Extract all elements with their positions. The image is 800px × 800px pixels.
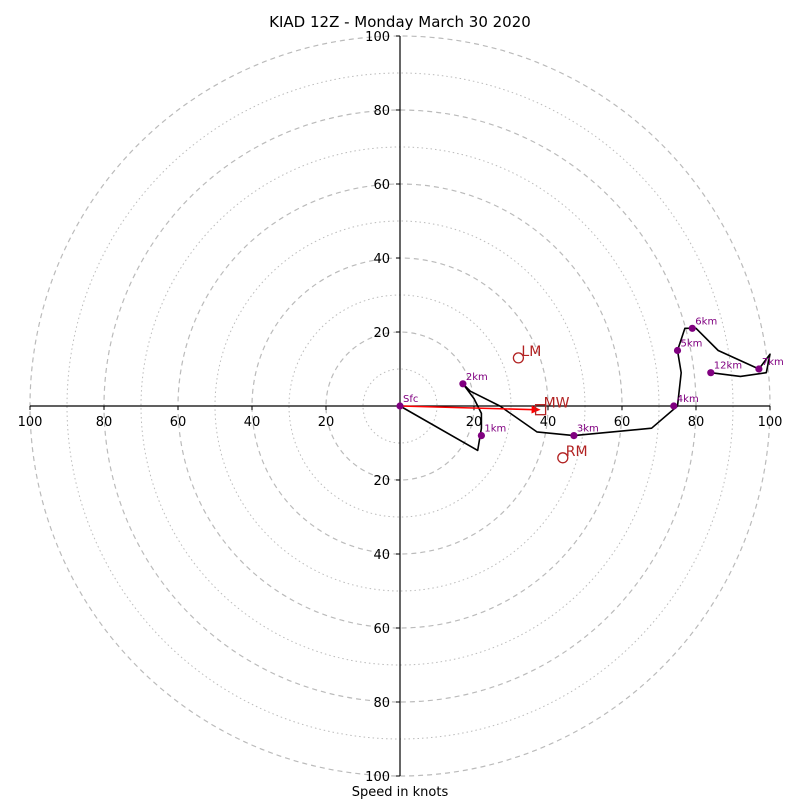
hodograph-line (399, 327, 771, 452)
height-label-1km: 1km (484, 424, 506, 435)
storm-motion-label-LM: LM (521, 344, 541, 360)
height-marker-7km (755, 365, 763, 373)
y-tick-label: 60 (373, 622, 390, 637)
height-label-4km: 4km (677, 394, 699, 405)
height-marker-2km (459, 380, 467, 388)
y-tick-label: 100 (365, 30, 390, 45)
x-tick-label: 60 (170, 415, 187, 430)
x-tick-label: 40 (244, 415, 261, 430)
y-tick-label: 100 (365, 770, 390, 785)
x-tick-label: 20 (318, 415, 335, 430)
height-marker-1km (477, 432, 485, 440)
x-tick-label: 20 (466, 415, 483, 430)
hodograph-trace (399, 327, 771, 452)
height-marker-12km (707, 369, 715, 377)
shear-vector-line (399, 405, 535, 411)
shear-vector (399, 405, 541, 414)
x-tick-label: 100 (758, 415, 783, 430)
height-label-12km: 12km (714, 361, 742, 372)
y-tick-label: 60 (373, 178, 390, 193)
x-tick-label: 80 (96, 415, 113, 430)
x-tick-label: 60 (614, 415, 631, 430)
height-label-Sfc: Sfc (403, 394, 418, 405)
y-tick-label: 40 (373, 252, 390, 267)
height-label-2km: 2km (466, 372, 488, 383)
height-marker-5km (673, 346, 682, 355)
y-tick-label: 80 (373, 104, 390, 119)
height-marker-3km (570, 432, 578, 440)
storm-motion-marker-MW (534, 404, 547, 416)
storm-motion-marker-LM (512, 352, 525, 364)
height-label-7km: 7km (762, 357, 784, 368)
chart-title: KIAD 12Z - Monday March 30 2020 (269, 13, 531, 31)
storm-motion-label-MW: MW (544, 396, 570, 412)
x-tick-label: 80 (688, 415, 705, 430)
y-tick-label: 20 (373, 474, 390, 489)
tick-labels: 20 20 20 20 40 40 40 40 60 60 60 60 80 80 80 80 100 100 10… (18, 30, 783, 785)
storm-motion-label-RM: RM (566, 444, 588, 460)
storm-motion-markers: LM RM MW (512, 344, 588, 464)
height-label-3km: 3km (577, 424, 599, 435)
y-tick-label: 40 (373, 548, 390, 563)
height-label-6km: 6km (695, 316, 717, 327)
x-tick-label: 100 (18, 415, 43, 430)
height-markers: Sfc 1km 2km 3km 4km 5km 6km 7km 12km (396, 316, 784, 440)
height-label-5km: 5km (681, 339, 703, 350)
height-marker-4km (670, 402, 678, 410)
storm-motion-marker-RM (557, 452, 569, 464)
y-tick-label: 20 (373, 326, 390, 341)
x-axis-label: Speed in knots (352, 785, 449, 800)
x-tick-label: 40 (540, 415, 557, 430)
height-marker-6km (688, 324, 696, 332)
y-tick-label: 80 (373, 696, 390, 711)
height-marker-Sfc (396, 402, 404, 410)
